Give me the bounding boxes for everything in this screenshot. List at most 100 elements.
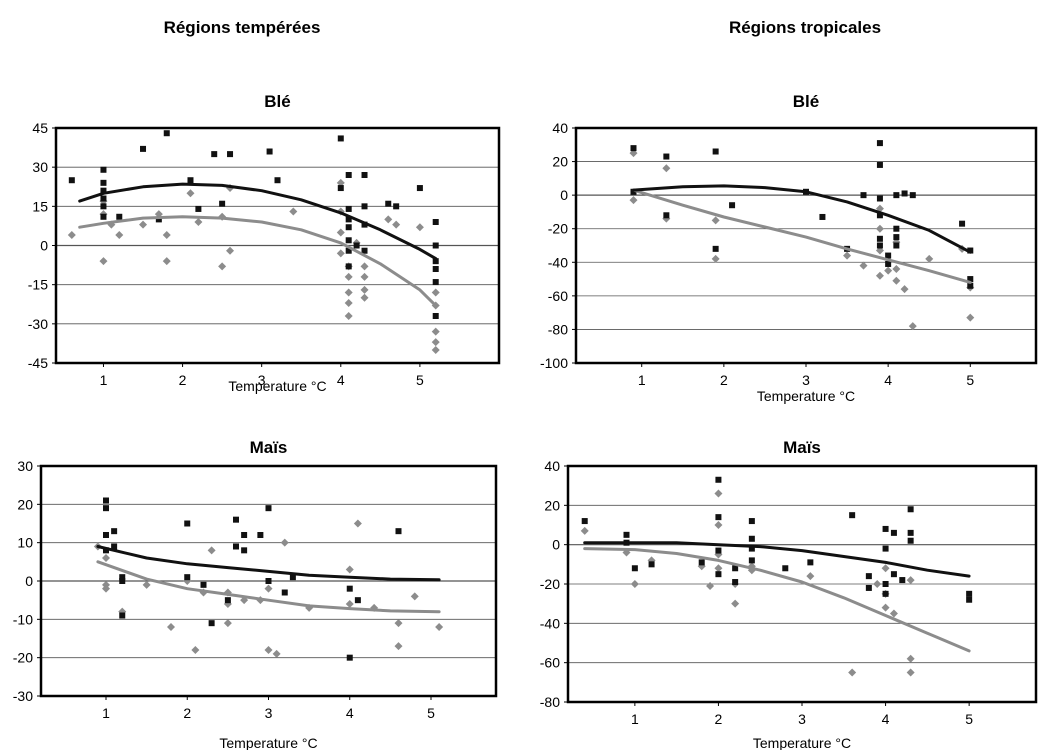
data-point-grey [115,231,124,240]
data-point-black [882,525,889,532]
data-point-grey [344,312,353,320]
data-point-black [865,584,872,591]
x-tick-label: 1 [100,372,108,388]
trend-line-black [78,182,438,261]
data-point-grey [360,262,369,271]
data-point-grey [162,231,171,240]
data-point-grey [435,623,444,631]
data-point-grey [360,285,369,294]
data-point-grey [102,554,110,562]
data-point-grey [714,489,723,498]
data-point-grey [353,519,362,528]
data-point-black [698,559,705,566]
data-point-black [663,212,670,219]
data-point-grey [118,607,127,616]
data-point-grey [102,584,110,593]
y-tick-label: -100 [540,355,568,371]
data-point-grey [194,218,203,226]
data-point-black [819,213,826,220]
data-point-grey [345,600,354,608]
data-point-black [893,242,900,249]
data-point-grey [908,322,917,331]
data-point-grey [873,580,882,588]
x-tick-label: 4 [882,711,890,727]
x-tick-label: 5 [427,705,435,721]
data-point-black [782,565,789,572]
data-point-black [354,597,361,604]
data-point-grey [272,649,281,658]
data-point-black [100,179,107,186]
data-point-grey [218,262,227,271]
data-point-grey [711,216,720,225]
data-point-black [345,216,352,223]
data-point-grey [360,272,369,281]
data-point-grey [207,546,216,555]
data-point-grey [344,272,353,281]
y-tick-label: -15 [28,277,48,293]
x-axis-label: Temperature °C [219,735,317,750]
x-tick-label: 1 [102,705,110,721]
data-point-grey [881,603,890,612]
data-point-black [432,279,439,286]
data-point-black [712,148,719,155]
data-point-grey [966,313,975,322]
data-point-black [337,185,344,192]
data-point-grey [226,246,235,255]
y-tick-label: -40 [548,254,568,270]
data-point-black [233,543,239,550]
data-point-black [876,161,883,168]
data-point-grey [875,224,884,233]
data-point-grey [223,619,232,628]
data-point-grey [431,288,440,297]
trend-line-black [96,545,441,582]
data-point-black [116,213,123,220]
data-point-black [623,531,630,538]
data-point-grey [706,581,715,590]
x-tick-label: 2 [183,705,191,721]
data-point-black [885,252,892,259]
data-point-black [907,537,914,544]
y-tick-label: -20 [13,650,33,666]
data-point-black [265,578,272,584]
x-tick-label: 2 [720,372,728,388]
data-point-grey [806,572,815,581]
data-point-grey [431,327,440,336]
data-point-grey [892,265,901,273]
data-point-grey [264,646,273,654]
data-point-black [715,547,722,554]
data-point-black [385,200,392,207]
data-point-black [111,543,118,550]
data-point-grey [875,246,884,255]
data-point-black [630,188,637,195]
data-point-black [211,151,218,158]
data-point-black [195,205,202,212]
data-point-black [732,579,739,586]
data-point-black [227,151,234,158]
data-point-black [890,529,897,536]
data-point-grey [289,207,298,216]
data-point-black [876,242,883,249]
data-point-grey [662,164,671,173]
data-point-black [432,266,439,272]
data-point-grey [843,251,852,260]
data-point-grey [394,619,403,628]
data-point-black [346,585,353,592]
data-point-grey [336,178,345,187]
data-point-black [281,589,288,596]
data-point-black [337,135,344,142]
data-point-black [909,192,916,199]
data-point-black [163,130,170,137]
x-axis-label: Temperature °C [753,735,851,750]
data-point-black [119,612,126,619]
data-point-black [266,148,273,155]
data-point-grey [580,526,589,535]
data-point-black [345,205,352,212]
data-point-black [100,166,107,173]
data-point-grey [344,288,353,297]
x-tick-label: 4 [346,705,354,721]
y-tick-label: -20 [540,576,560,592]
data-point-grey [889,609,898,618]
y-tick-label: 0 [552,537,560,553]
data-point-grey [384,215,393,224]
data-point-grey [410,592,419,601]
